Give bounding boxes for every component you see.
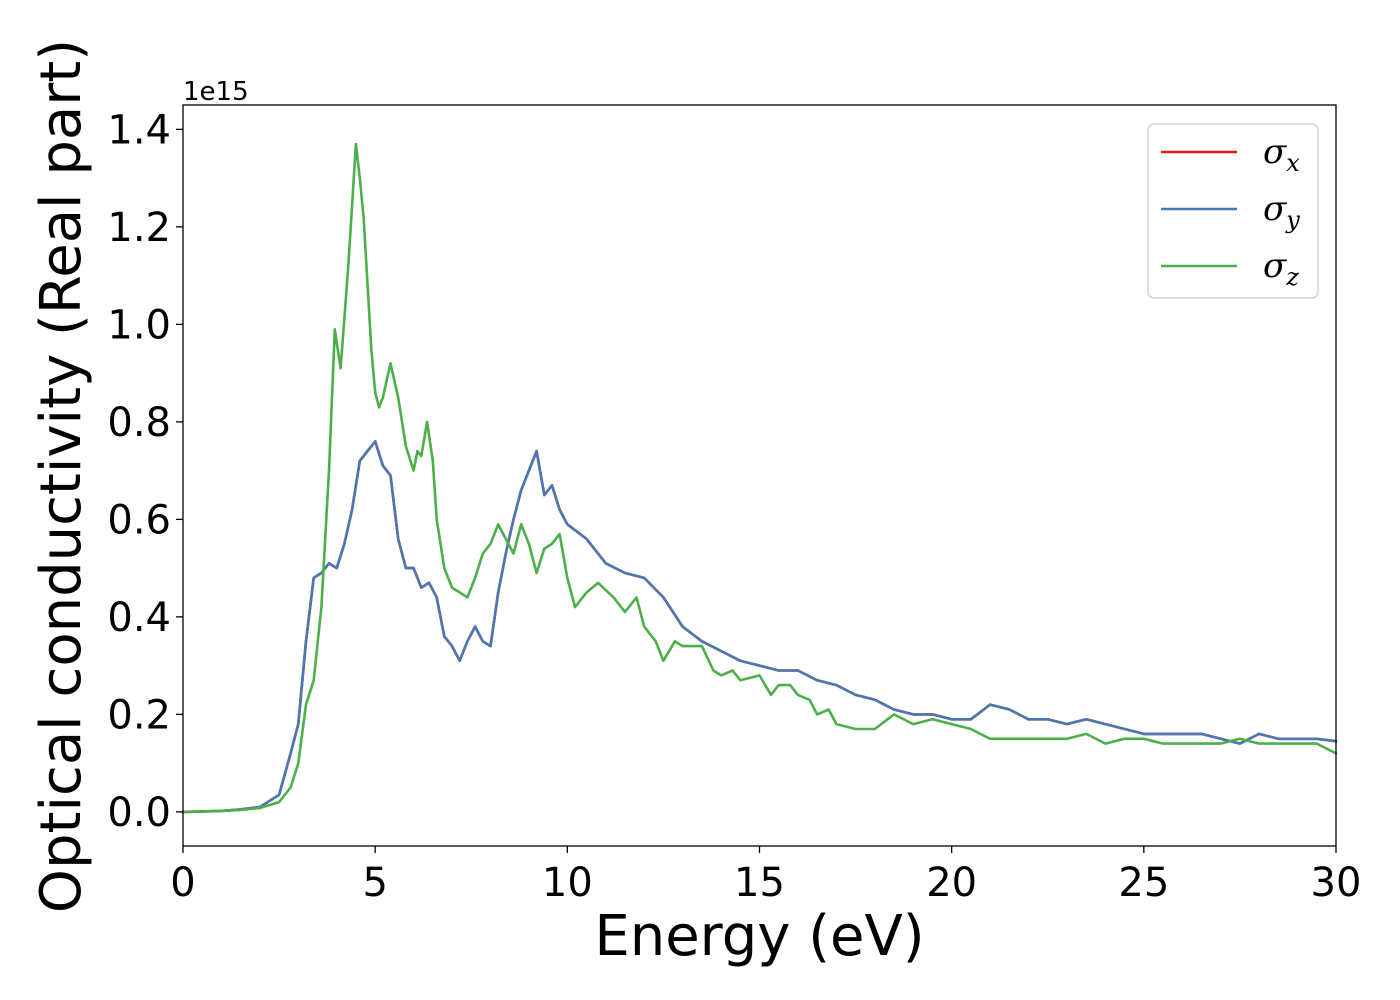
x-tick-label: 5 <box>362 860 387 906</box>
series-line-y <box>181 440 1338 814</box>
x-tick-label: 25 <box>1118 860 1169 906</box>
y-tick-label: 1.0 <box>107 302 171 348</box>
y-tick-label: 0.0 <box>107 790 171 836</box>
x-tick-label: 30 <box>1311 860 1362 906</box>
x-tick-label: 0 <box>170 860 195 906</box>
x-axis-title: Energy (eV) <box>594 904 924 969</box>
series-line-z <box>181 142 1338 814</box>
plot-lines <box>181 142 1338 814</box>
y-tick-label: 0.6 <box>107 497 171 543</box>
y-tick-label: 1.2 <box>107 205 171 251</box>
x-tick-label: 20 <box>926 860 977 906</box>
y-tick-label: 1.4 <box>107 107 171 153</box>
y-axis-ticks: 0.0 0.2 0.4 0.6 0.8 1.0 1.2 1.4 <box>107 107 183 836</box>
x-tick-label: 10 <box>542 860 593 906</box>
y-axis-offset-label: 1e15 <box>183 77 249 107</box>
y-tick-label: 0.4 <box>107 595 171 641</box>
y-tick-label: 0.8 <box>107 400 171 446</box>
y-axis-title: Optical conductivity (Real part) <box>29 39 94 913</box>
legend-box <box>1147 123 1319 299</box>
x-axis-ticks: 0 5 10 15 20 25 30 <box>170 846 1361 906</box>
y-tick-label: 0.2 <box>107 692 171 738</box>
x-tick-label: 15 <box>734 860 785 906</box>
